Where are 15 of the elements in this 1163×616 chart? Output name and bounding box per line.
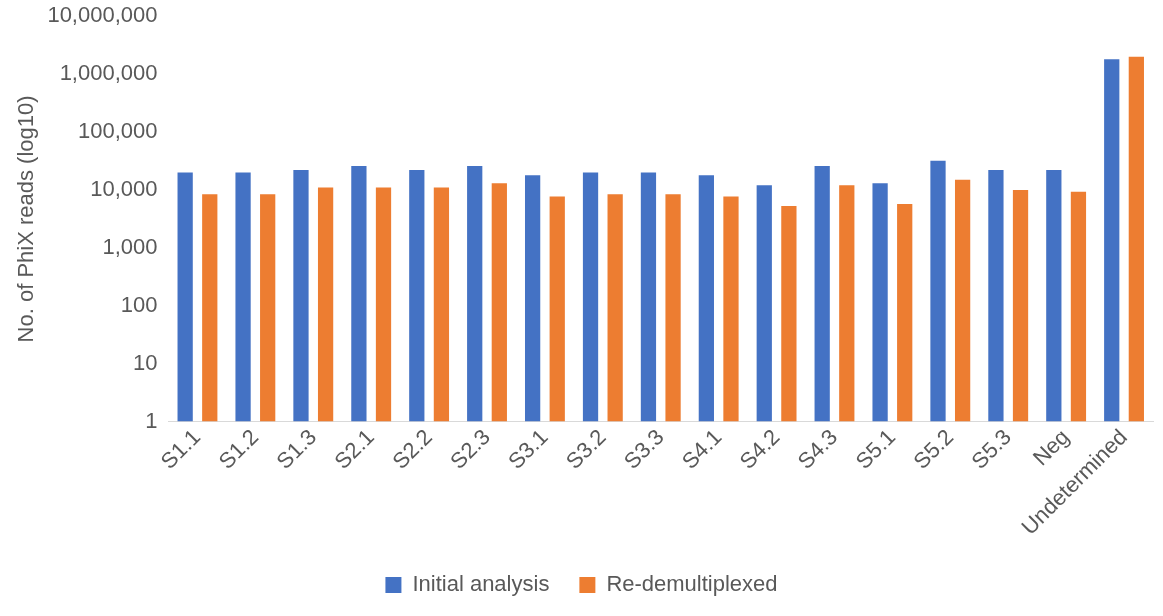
y-tick-label: 1,000,000 — [59, 60, 158, 86]
y-tick-label: 10 — [133, 349, 158, 375]
y-tick-label: 100 — [120, 291, 158, 317]
x-tick-label: S3.1 — [503, 424, 553, 474]
legend-label: Re-demultiplexed — [606, 571, 778, 597]
y-tick-label: 100,000 — [77, 118, 158, 144]
x-tick-label: S5.1 — [850, 424, 901, 474]
y-tick-label: 10,000 — [90, 176, 158, 202]
y-tick-label: 1,000 — [102, 233, 158, 259]
legend-label: Initial analysis — [412, 571, 550, 597]
y-tick-label: 10,000,000 — [47, 2, 158, 28]
x-tick-label: S2.1 — [329, 424, 380, 474]
y-tick-label: 1 — [145, 407, 158, 433]
x-tick-label: S4.1 — [676, 424, 727, 474]
y-axis-title: No. of PhiX reads (log10) — [13, 95, 39, 343]
